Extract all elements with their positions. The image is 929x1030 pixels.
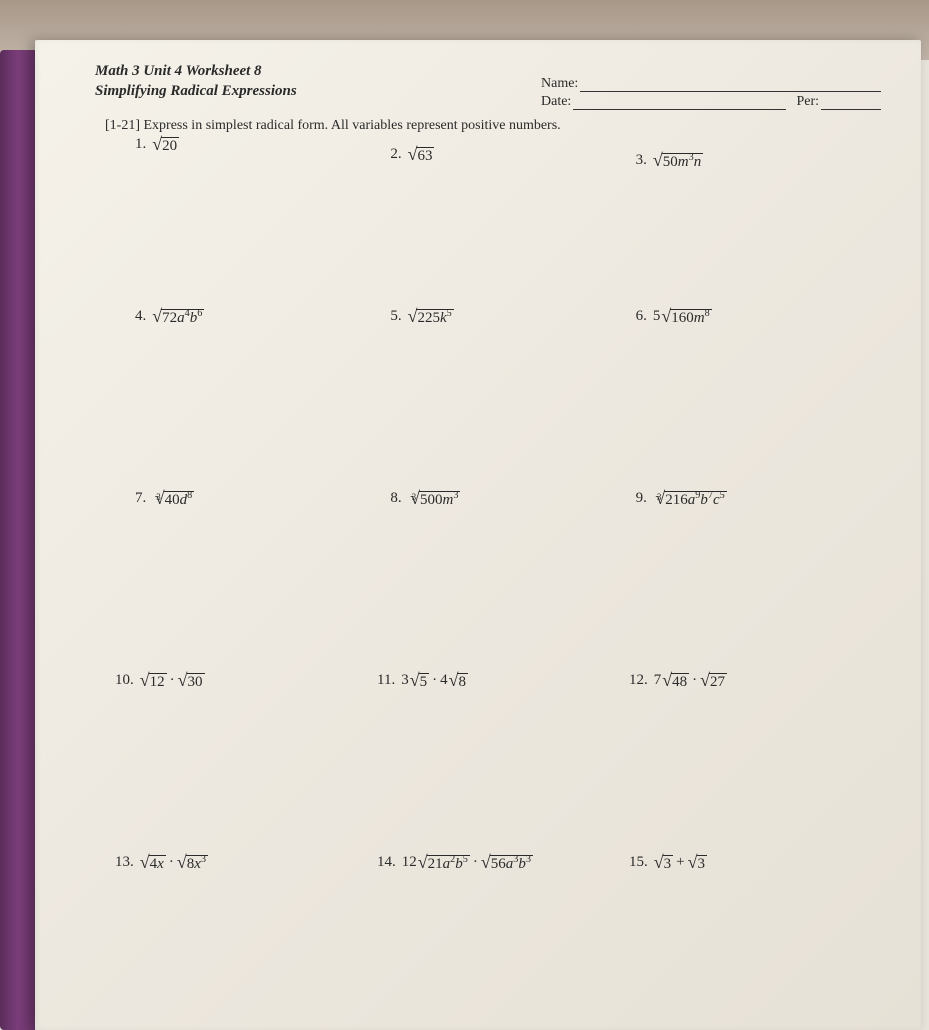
problem-expression: √72a4b6: [152, 308, 204, 327]
problem-number: 1.: [135, 136, 146, 153]
problem-number: 10.: [115, 672, 134, 689]
problem-expression: √20: [152, 136, 179, 155]
problem-expression: 3 √5·4 √8: [401, 672, 468, 691]
date-blank[interactable]: [573, 96, 786, 110]
worksheet-page: Math 3 Unit 4 Worksheet 8 Simplifying Ra…: [35, 40, 921, 1030]
problem-expression: 12 √21a2b5·√56a3b3: [402, 854, 533, 873]
problem-number: 11.: [377, 672, 395, 689]
problem-number: 13.: [115, 854, 134, 871]
problem-row-2: 4. √72a4b6 5. √225k5 6. 5 √160m8: [95, 308, 881, 476]
per-label: Per:: [796, 94, 819, 110]
problem-expression: √3+√3: [654, 854, 707, 873]
problem-14: 14. 12 √21a2b5·√56a3b3: [367, 854, 629, 873]
problem-row-3: 7. 3√40d8 8. 3√500m3 9. 3√216a9b7c5: [95, 490, 881, 658]
problem-3: 3. √50m3n: [636, 136, 881, 294]
problem-number: 9.: [636, 490, 647, 507]
name-label: Name:: [541, 76, 578, 92]
problem-expression: 7 √48·√27: [654, 672, 727, 691]
date-label: Date:: [541, 94, 571, 110]
problem-number: 3.: [636, 152, 647, 169]
per-blank[interactable]: [821, 96, 881, 110]
problem-10: 10. √12·√30: [95, 672, 367, 840]
problem-number: 14.: [377, 854, 396, 871]
problem-5: 5. √225k5: [380, 308, 635, 476]
problem-6: 6. 5 √160m8: [636, 308, 881, 476]
problem-number: 2.: [390, 146, 401, 163]
problem-13: 13. √4x·√8x3: [95, 854, 367, 873]
problem-4: 4. √72a4b6: [95, 308, 380, 476]
problem-7: 7. 3√40d8: [95, 490, 380, 658]
problem-11: 11. 3 √5·4 √8: [367, 672, 629, 840]
problem-row-5: 13. √4x·√8x3 14. 12 √21a2b5·√56a3b3 15. …: [95, 854, 881, 873]
problem-expression: 3√40d8: [152, 490, 194, 509]
worksheet-header: Math 3 Unit 4 Worksheet 8 Simplifying Ra…: [95, 62, 881, 112]
problem-expression: 5 √160m8: [653, 308, 712, 327]
problem-number: 5.: [390, 308, 401, 325]
problem-expression: √50m3n: [653, 152, 703, 171]
title-line-1: Math 3 Unit 4 Worksheet 8: [95, 62, 541, 82]
problem-expression: √225k5: [408, 308, 454, 327]
problem-12: 12. 7 √48·√27: [629, 672, 881, 840]
problem-expression: √63: [408, 146, 435, 165]
title-block: Math 3 Unit 4 Worksheet 8 Simplifying Ra…: [95, 62, 541, 101]
problem-number: 7.: [135, 490, 146, 507]
problem-expression: 3√500m3: [408, 490, 461, 509]
name-line: Name:: [541, 76, 881, 92]
per-group: Per:: [796, 94, 881, 110]
problem-expression: √12·√30: [140, 672, 205, 691]
instructions-text: [1-21] Express in simplest radical form.…: [95, 118, 881, 134]
problems-grid: 1. √20 2. √63 3. √50m3n 4. √72a4b6 5. √2…: [95, 136, 881, 873]
problem-row-4: 10. √12·√30 11. 3 √5·4 √8 12. 7 √48·√27: [95, 672, 881, 840]
name-blank[interactable]: [580, 78, 881, 92]
problem-number: 4.: [135, 308, 146, 325]
problem-row-1: 1. √20 2. √63 3. √50m3n: [95, 136, 881, 294]
problem-1: 1. √20: [95, 136, 380, 294]
problem-number: 6.: [636, 308, 647, 325]
title-line-2: Simplifying Radical Expressions: [95, 82, 541, 102]
problem-number: 8.: [390, 490, 401, 507]
problem-expression: 3√216a9b7c5: [653, 490, 727, 509]
problem-expression: √4x·√8x3: [140, 854, 208, 873]
name-date-block: Name: Date: Per:: [541, 76, 881, 112]
date-per-line: Date: Per:: [541, 94, 881, 110]
problem-9: 9. 3√216a9b7c5: [636, 490, 881, 658]
problem-number: 12.: [629, 672, 648, 689]
problem-15: 15. √3+√3: [629, 854, 881, 873]
problem-number: 15.: [629, 854, 648, 871]
problem-8: 8. 3√500m3: [380, 490, 635, 658]
book-spine: [0, 50, 35, 1030]
problem-2: 2. √63: [380, 136, 635, 294]
